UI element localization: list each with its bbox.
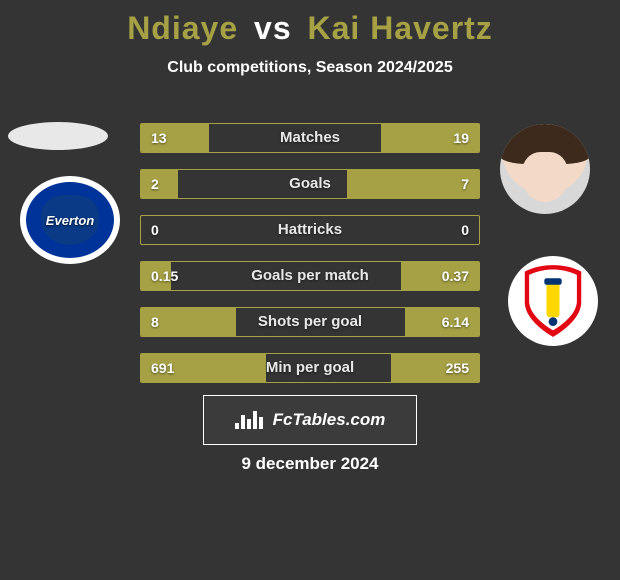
crest-left-label: Everton	[41, 195, 99, 245]
player1-avatar	[8, 122, 108, 150]
stat-value-right: 0.37	[442, 262, 469, 290]
stat-row: Min per goal691255	[140, 353, 480, 383]
stat-value-left: 691	[151, 354, 174, 382]
title-player1: Ndiaye	[127, 10, 238, 46]
stat-label: Hattricks	[141, 216, 479, 244]
stat-value-right: 6.14	[442, 308, 469, 336]
stat-row: Goals27	[140, 169, 480, 199]
stat-value-left: 2	[151, 170, 159, 198]
stats-bars: Matches1319Goals27Hattricks00Goals per m…	[140, 123, 480, 399]
player2-avatar	[500, 124, 590, 214]
stat-row: Shots per goal86.14	[140, 307, 480, 337]
stat-value-left: 8	[151, 308, 159, 336]
stat-value-right: 19	[453, 124, 469, 152]
page-title: Ndiaye vs Kai Havertz	[0, 10, 620, 47]
stat-value-left: 13	[151, 124, 167, 152]
stat-row: Goals per match0.150.37	[140, 261, 480, 291]
player2-club-crest	[508, 256, 598, 346]
date-label: 9 december 2024	[0, 454, 620, 474]
stat-value-left: 0	[151, 216, 159, 244]
stat-fill-left	[141, 170, 178, 198]
subtitle: Club competitions, Season 2024/2025	[0, 59, 620, 77]
stat-fill-right	[347, 170, 479, 198]
comparison-infographic: Ndiaye vs Kai Havertz Club competitions,…	[0, 0, 620, 580]
logo-text: FcTables.com	[273, 410, 386, 430]
source-logo: FcTables.com	[203, 395, 417, 445]
arsenal-crest-icon	[520, 263, 586, 339]
title-player2: Kai Havertz	[308, 10, 493, 46]
stat-value-left: 0.15	[151, 262, 178, 290]
player1-club-crest: Everton	[20, 176, 120, 264]
stat-value-right: 7	[461, 170, 469, 198]
bar-chart-icon	[235, 411, 263, 429]
title-vs: vs	[254, 10, 292, 46]
stat-row: Matches1319	[140, 123, 480, 153]
stat-value-right: 255	[446, 354, 469, 382]
stat-value-right: 0	[461, 216, 469, 244]
stat-row: Hattricks0 0	[140, 215, 480, 245]
